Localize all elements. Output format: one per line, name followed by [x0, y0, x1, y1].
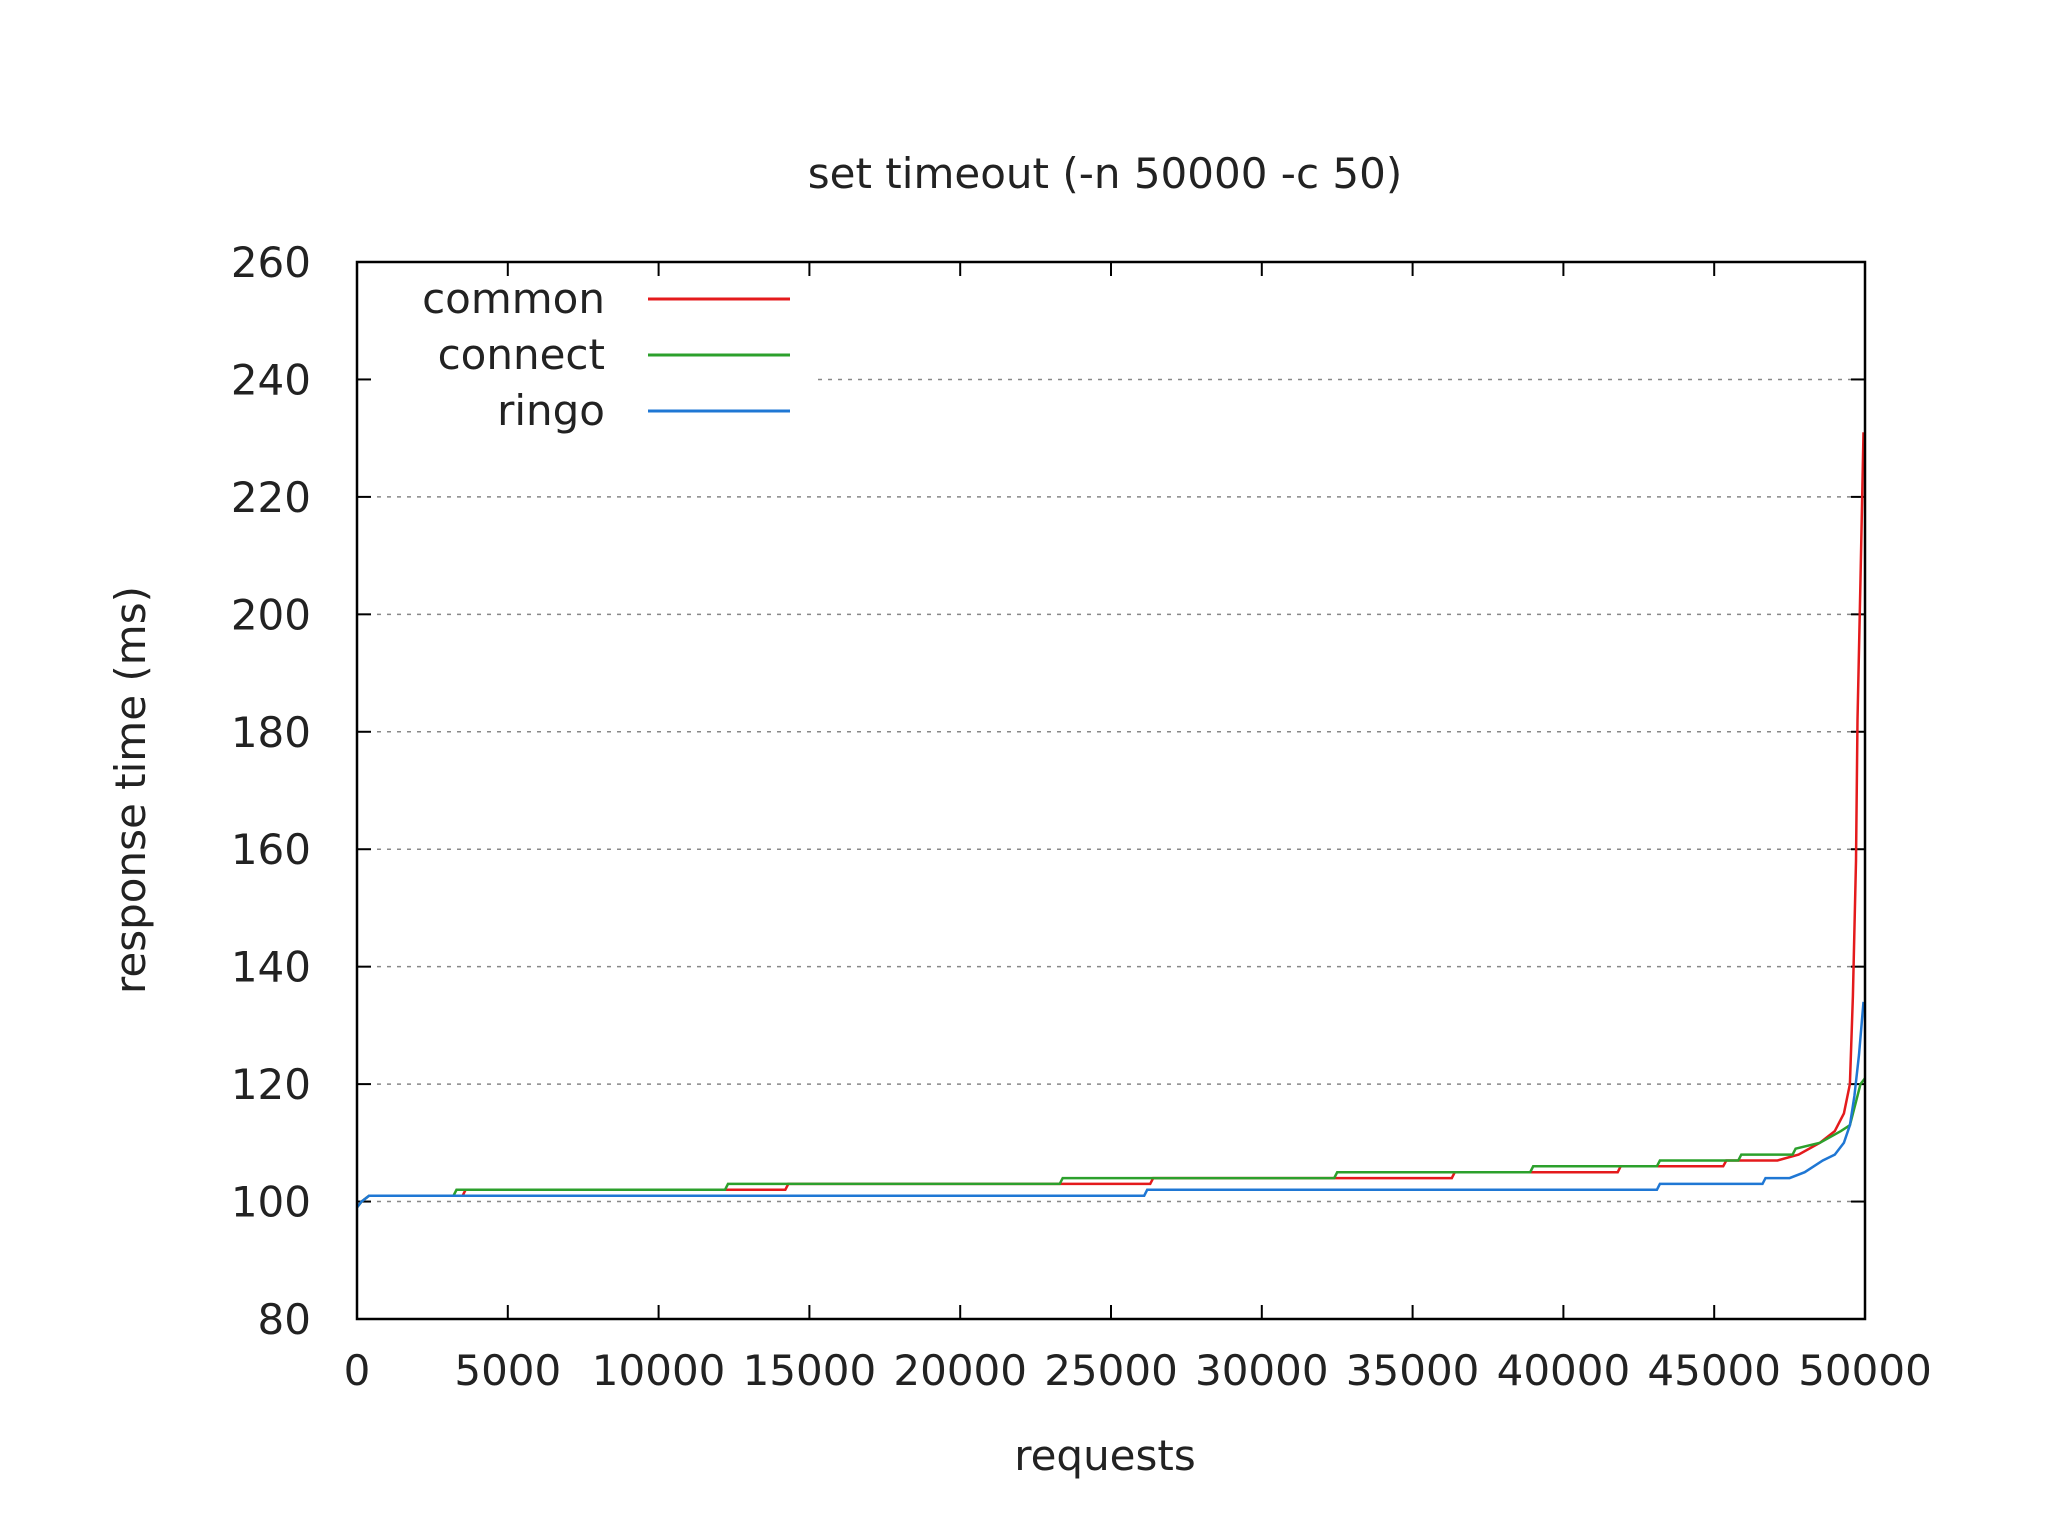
series-line-ringo	[356, 1001, 1865, 1209]
y-tick-label-120: 120	[231, 1060, 311, 1109]
x-tick-label-35000: 35000	[1346, 1346, 1480, 1395]
series-line-connect	[356, 1077, 1866, 1209]
grid-lines	[357, 378, 1865, 1203]
x-tick-label-20000: 20000	[893, 1346, 1027, 1395]
y-tick-label-160: 160	[231, 825, 311, 874]
chart-title: set timeout (-n 50000 -c 50)	[808, 149, 1402, 198]
x-tick-label-5000: 5000	[454, 1346, 561, 1395]
x-axis-label: requests	[1014, 1431, 1196, 1480]
x-tick-label-45000: 45000	[1647, 1346, 1781, 1395]
series-line-common	[356, 432, 1865, 1209]
x-tick-label-15000: 15000	[743, 1346, 877, 1395]
legend-label-common: common	[422, 274, 605, 323]
y-tick-label-100: 100	[231, 1178, 311, 1227]
series-lines	[356, 432, 1866, 1209]
x-tick-label-50000: 50000	[1798, 1346, 1932, 1395]
x-tick-label-40000: 40000	[1497, 1346, 1631, 1395]
x-axis-ticks: 0 5000 10000 15000 20000 25000 30000 35000 40000…	[344, 262, 1932, 1395]
x-tick-label-10000: 10000	[592, 1346, 726, 1395]
y-tick-label-200: 200	[231, 590, 311, 639]
x-tick-label-0: 0	[344, 1346, 371, 1395]
plot-frame	[355, 260, 1867, 1321]
legend-label-ringo: ringo	[497, 386, 605, 435]
legend: common connect ringo	[422, 274, 790, 435]
y-tick-label-260: 260	[231, 238, 311, 287]
y-tick-label-180: 180	[231, 708, 311, 757]
x-tick-label-30000: 30000	[1195, 1346, 1329, 1395]
y-tick-label-240: 240	[231, 355, 311, 404]
y-tick-label-140: 140	[231, 943, 311, 992]
y-tick-label-80: 80	[258, 1295, 311, 1344]
y-axis-ticks: 80 100 120 140 160 180 200 220 240 260	[231, 238, 1865, 1344]
legend-label-connect: connect	[438, 330, 605, 379]
x-tick-label-25000: 25000	[1044, 1346, 1178, 1395]
y-tick-label-220: 220	[231, 473, 311, 522]
y-axis-label: response time (ms)	[106, 586, 155, 994]
